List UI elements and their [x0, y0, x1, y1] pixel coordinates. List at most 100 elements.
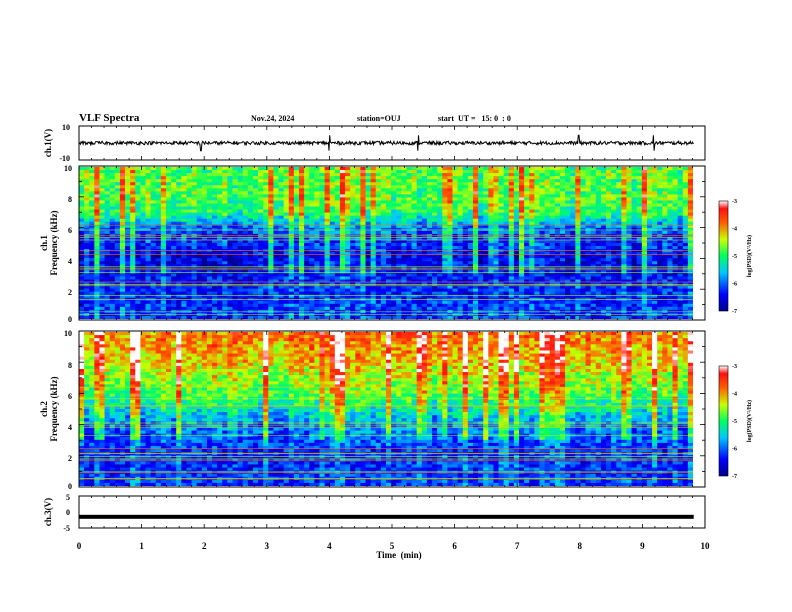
- spectrogram-cell: [478, 273, 484, 277]
- spectrogram-cell: [355, 227, 361, 232]
- spectrogram-cell: [467, 258, 474, 262]
- spectrogram-cell: [329, 303, 336, 308]
- spectrogram-cell: [258, 191, 264, 195]
- spectrogram-cell: [232, 185, 239, 189]
- spectrogram-cell: [324, 294, 331, 299]
- spectrogram-cell: [432, 230, 438, 235]
- spectrogram-cell: [206, 185, 213, 189]
- spectrogram-cell: [350, 273, 356, 277]
- spectrogram-cell: [437, 221, 443, 226]
- spectrogram-cell: [232, 315, 239, 319]
- spectrogram-cell: [426, 224, 433, 229]
- spectrogram-cell: [565, 288, 571, 293]
- spectrogram-cell: [452, 176, 459, 180]
- spectrogram-cell: [263, 291, 269, 296]
- spectrogram-cell: [508, 255, 515, 259]
- spectrogram-cell: [196, 212, 203, 217]
- spectrogram-cell: [191, 315, 198, 319]
- spectrogram-cell: [114, 212, 121, 217]
- spectrogram-cell: [278, 239, 285, 244]
- spectrogram-cell: [227, 182, 233, 186]
- spectrogram-cell: [334, 191, 341, 195]
- spectrogram-cell: [125, 261, 131, 265]
- spectrogram-cell: [339, 179, 346, 183]
- spectrogram-cell: [150, 188, 157, 192]
- spectrogram-cell: [181, 209, 187, 213]
- spectrogram-cell: [493, 246, 499, 250]
- spectrogram-cell: [334, 197, 341, 201]
- spectrogram-cell: [155, 212, 162, 217]
- spectrogram-cell: [150, 273, 157, 277]
- spectrogram-cell: [201, 206, 208, 210]
- spectrogram-cell: [258, 230, 264, 235]
- spectrogram-cell: [539, 170, 546, 174]
- spectrogram-cell: [309, 200, 315, 204]
- spectrogram-cell: [432, 279, 438, 283]
- spectrogram-cell: [524, 173, 530, 177]
- spectrogram-cell: [145, 173, 152, 177]
- spectrogram-cell: [252, 170, 259, 174]
- spectrogram-cell: [396, 246, 402, 250]
- spectrogram-cell: [411, 221, 418, 226]
- spectrogram-cell: [539, 230, 546, 235]
- spectrogram-cell: [145, 243, 152, 247]
- spectrogram-cell: [401, 182, 407, 186]
- spectrogram-cell: [416, 179, 423, 183]
- spectrogram-cell: [339, 176, 346, 180]
- spectrogram-cell: [293, 294, 300, 299]
- spectrogram-cell: [498, 285, 505, 289]
- spectrogram-cell: [472, 206, 479, 210]
- spectrogram-cell: [549, 185, 556, 189]
- spectrogram-cell: [565, 300, 571, 305]
- spectrogram-cell: [386, 173, 392, 177]
- spectrogram-cell: [206, 173, 213, 177]
- spectrogram-cell: [288, 206, 295, 210]
- spectrogram-cell: [508, 294, 515, 299]
- spectrogram-cell: [350, 276, 356, 280]
- spectrogram-cell: [580, 218, 586, 223]
- spectrogram-cell: [432, 261, 438, 265]
- spectrogram-cell: [421, 276, 428, 280]
- spectrogram-cell: [350, 239, 356, 244]
- spectrogram-cell: [140, 167, 146, 171]
- spectrogram-cell: [421, 200, 428, 204]
- spectrogram-cell: [472, 170, 479, 174]
- spectrogram-cell: [84, 300, 90, 305]
- spectrogram-cell: [370, 303, 377, 308]
- spectrogram-cell: [263, 176, 269, 180]
- spectrogram-cell: [109, 188, 116, 192]
- spectrogram-cell: [411, 285, 418, 289]
- spectrogram-cell: [488, 276, 494, 280]
- spectrogram-cell: [396, 252, 402, 256]
- spectrogram-cell: [237, 194, 244, 198]
- spectrogram-cell: [421, 261, 428, 265]
- spectrogram-cell: [299, 288, 305, 293]
- spectrogram-cell: [534, 258, 540, 262]
- spectrogram-cell: [181, 188, 187, 192]
- spectrogram-cell: [447, 261, 453, 265]
- spectrogram-cell: [391, 273, 397, 277]
- spectrogram-cell: [396, 191, 402, 195]
- spectrogram-cell: [309, 188, 315, 192]
- spectrogram-cell: [365, 303, 372, 308]
- spectrogram-cell: [529, 291, 535, 296]
- spectrogram-cell: [519, 230, 525, 235]
- spectrogram-cell: [437, 252, 443, 256]
- spectrogram-cell: [386, 285, 392, 289]
- spectrogram-cell: [176, 197, 182, 201]
- spectrogram-cell: [339, 258, 346, 262]
- spectrogram-cell: [478, 182, 484, 186]
- spectrogram-cell: [191, 170, 198, 174]
- spectrogram-cell: [570, 285, 576, 289]
- spectrogram-cell: [565, 200, 571, 204]
- spectrogram-cell: [508, 315, 515, 319]
- spectrogram-cell: [396, 179, 402, 183]
- spectrogram-cell: [171, 200, 177, 204]
- spectrogram-cell: [299, 221, 305, 226]
- spectrogram-cell: [426, 182, 433, 186]
- spectrogram-cell: [268, 218, 274, 223]
- spectrogram-cell: [437, 200, 443, 204]
- spectrogram-cell: [498, 224, 505, 229]
- spectrogram-cell: [293, 191, 300, 195]
- spectrogram-cell: [304, 239, 310, 244]
